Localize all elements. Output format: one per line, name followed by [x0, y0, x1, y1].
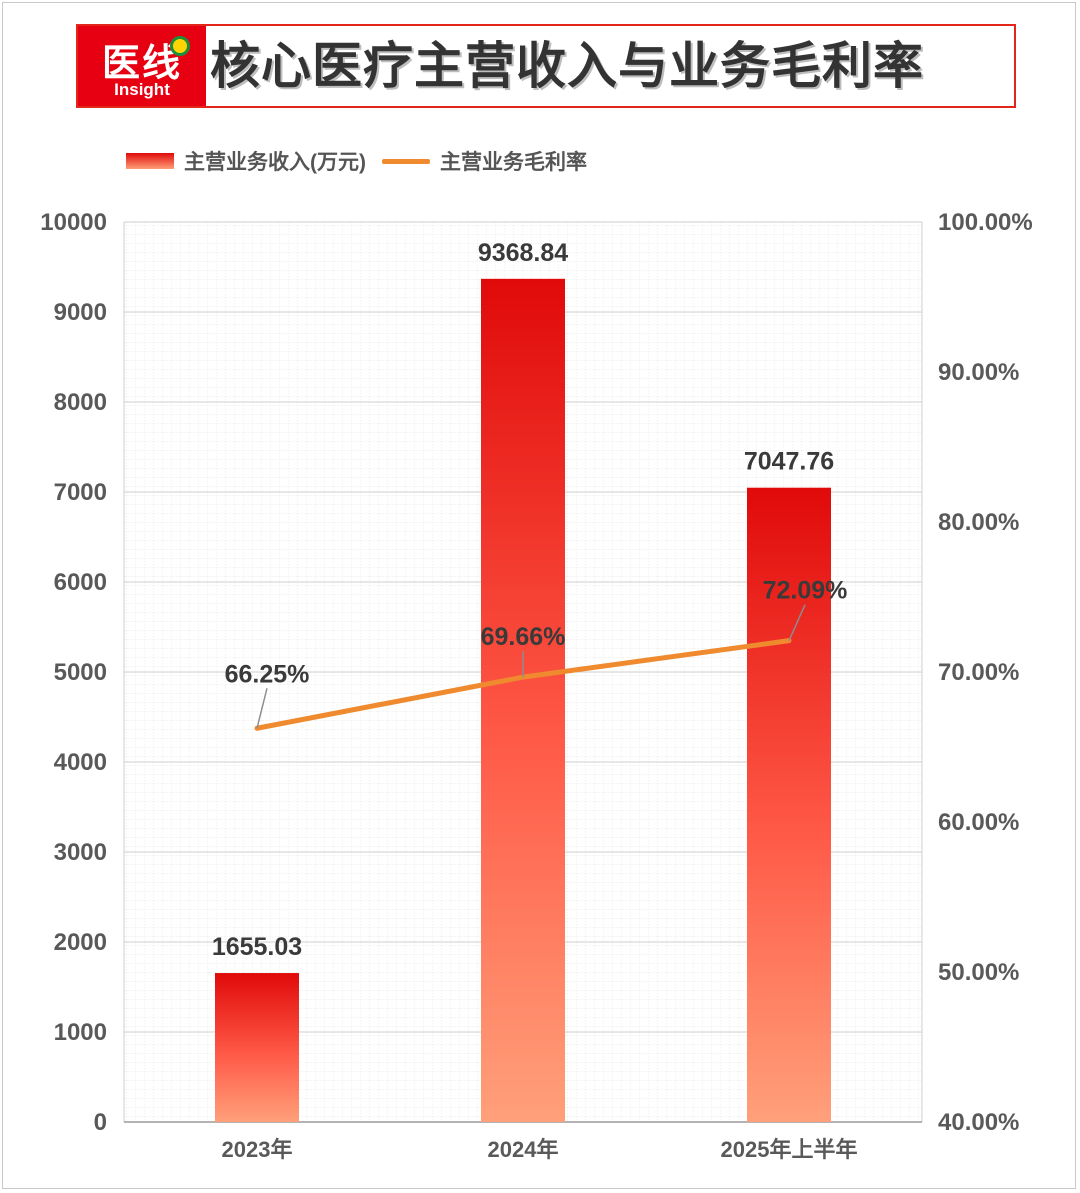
y-left-tick-label: 0 — [94, 1109, 107, 1136]
y-left-tick-label: 9000 — [54, 299, 107, 326]
margin-data-label: 69.66% — [481, 623, 566, 651]
revenue-data-label: 9368.84 — [478, 239, 568, 267]
y-right-tick-label: 50.00% — [938, 959, 1019, 986]
legend-line-label: 主营业务毛利率 — [440, 151, 587, 174]
legend-bar-label: 主营业务收入(万元) — [184, 151, 366, 174]
x-category-label: 2025年上半年 — [721, 1137, 858, 1162]
y-left-tick-label: 6000 — [54, 569, 107, 596]
logo-eye-icon — [170, 36, 190, 56]
y-left-tick-label: 2000 — [54, 929, 107, 956]
revenue-bar — [215, 973, 299, 1122]
y-left-tick-label: 7000 — [54, 479, 107, 506]
y-right-tick-label: 80.00% — [938, 509, 1019, 536]
logo-en-text: Insight — [114, 80, 170, 99]
y-right-tick-label: 100.00% — [938, 209, 1033, 236]
revenue-data-label: 1655.03 — [212, 933, 302, 961]
logo-cn-text: 医线 — [101, 43, 182, 85]
x-category-label: 2024年 — [488, 1137, 559, 1162]
x-category-label: 2023年 — [222, 1137, 293, 1162]
y-left-tick-label: 5000 — [54, 659, 107, 686]
margin-data-label: 66.25% — [225, 660, 310, 688]
legend-line-swatch — [382, 158, 430, 164]
page-title: 核心医疗主营收入与业务毛利率 — [210, 38, 924, 94]
y-left-tick-label: 3000 — [54, 839, 107, 866]
y-left-tick-label: 8000 — [54, 389, 107, 416]
y-left-tick-label: 10000 — [40, 209, 107, 236]
revenue-data-label: 7047.76 — [744, 448, 834, 476]
title-banner: 医线 Insight 核心医疗主营收入与业务毛利率 — [76, 24, 1016, 108]
y-left-tick-label: 4000 — [54, 749, 107, 776]
y-right-tick-label: 40.00% — [938, 1109, 1019, 1136]
revenue-bar — [747, 487, 831, 1122]
margin-data-label: 72.09% — [763, 577, 848, 605]
y-right-tick-label: 70.00% — [938, 659, 1019, 686]
revenue-bar — [481, 278, 565, 1122]
y-left-tick-label: 1000 — [54, 1019, 107, 1046]
margin-leader-line — [788, 604, 806, 641]
brand-logo: 医线 Insight — [78, 26, 206, 106]
margin-leader-line — [256, 688, 268, 729]
chart-legend: 主营业务收入(万元) 主营业务毛利率 — [126, 143, 587, 179]
legend-bar-swatch — [126, 153, 174, 169]
y-right-tick-label: 90.00% — [938, 359, 1019, 386]
y-right-tick-label: 60.00% — [938, 809, 1019, 836]
